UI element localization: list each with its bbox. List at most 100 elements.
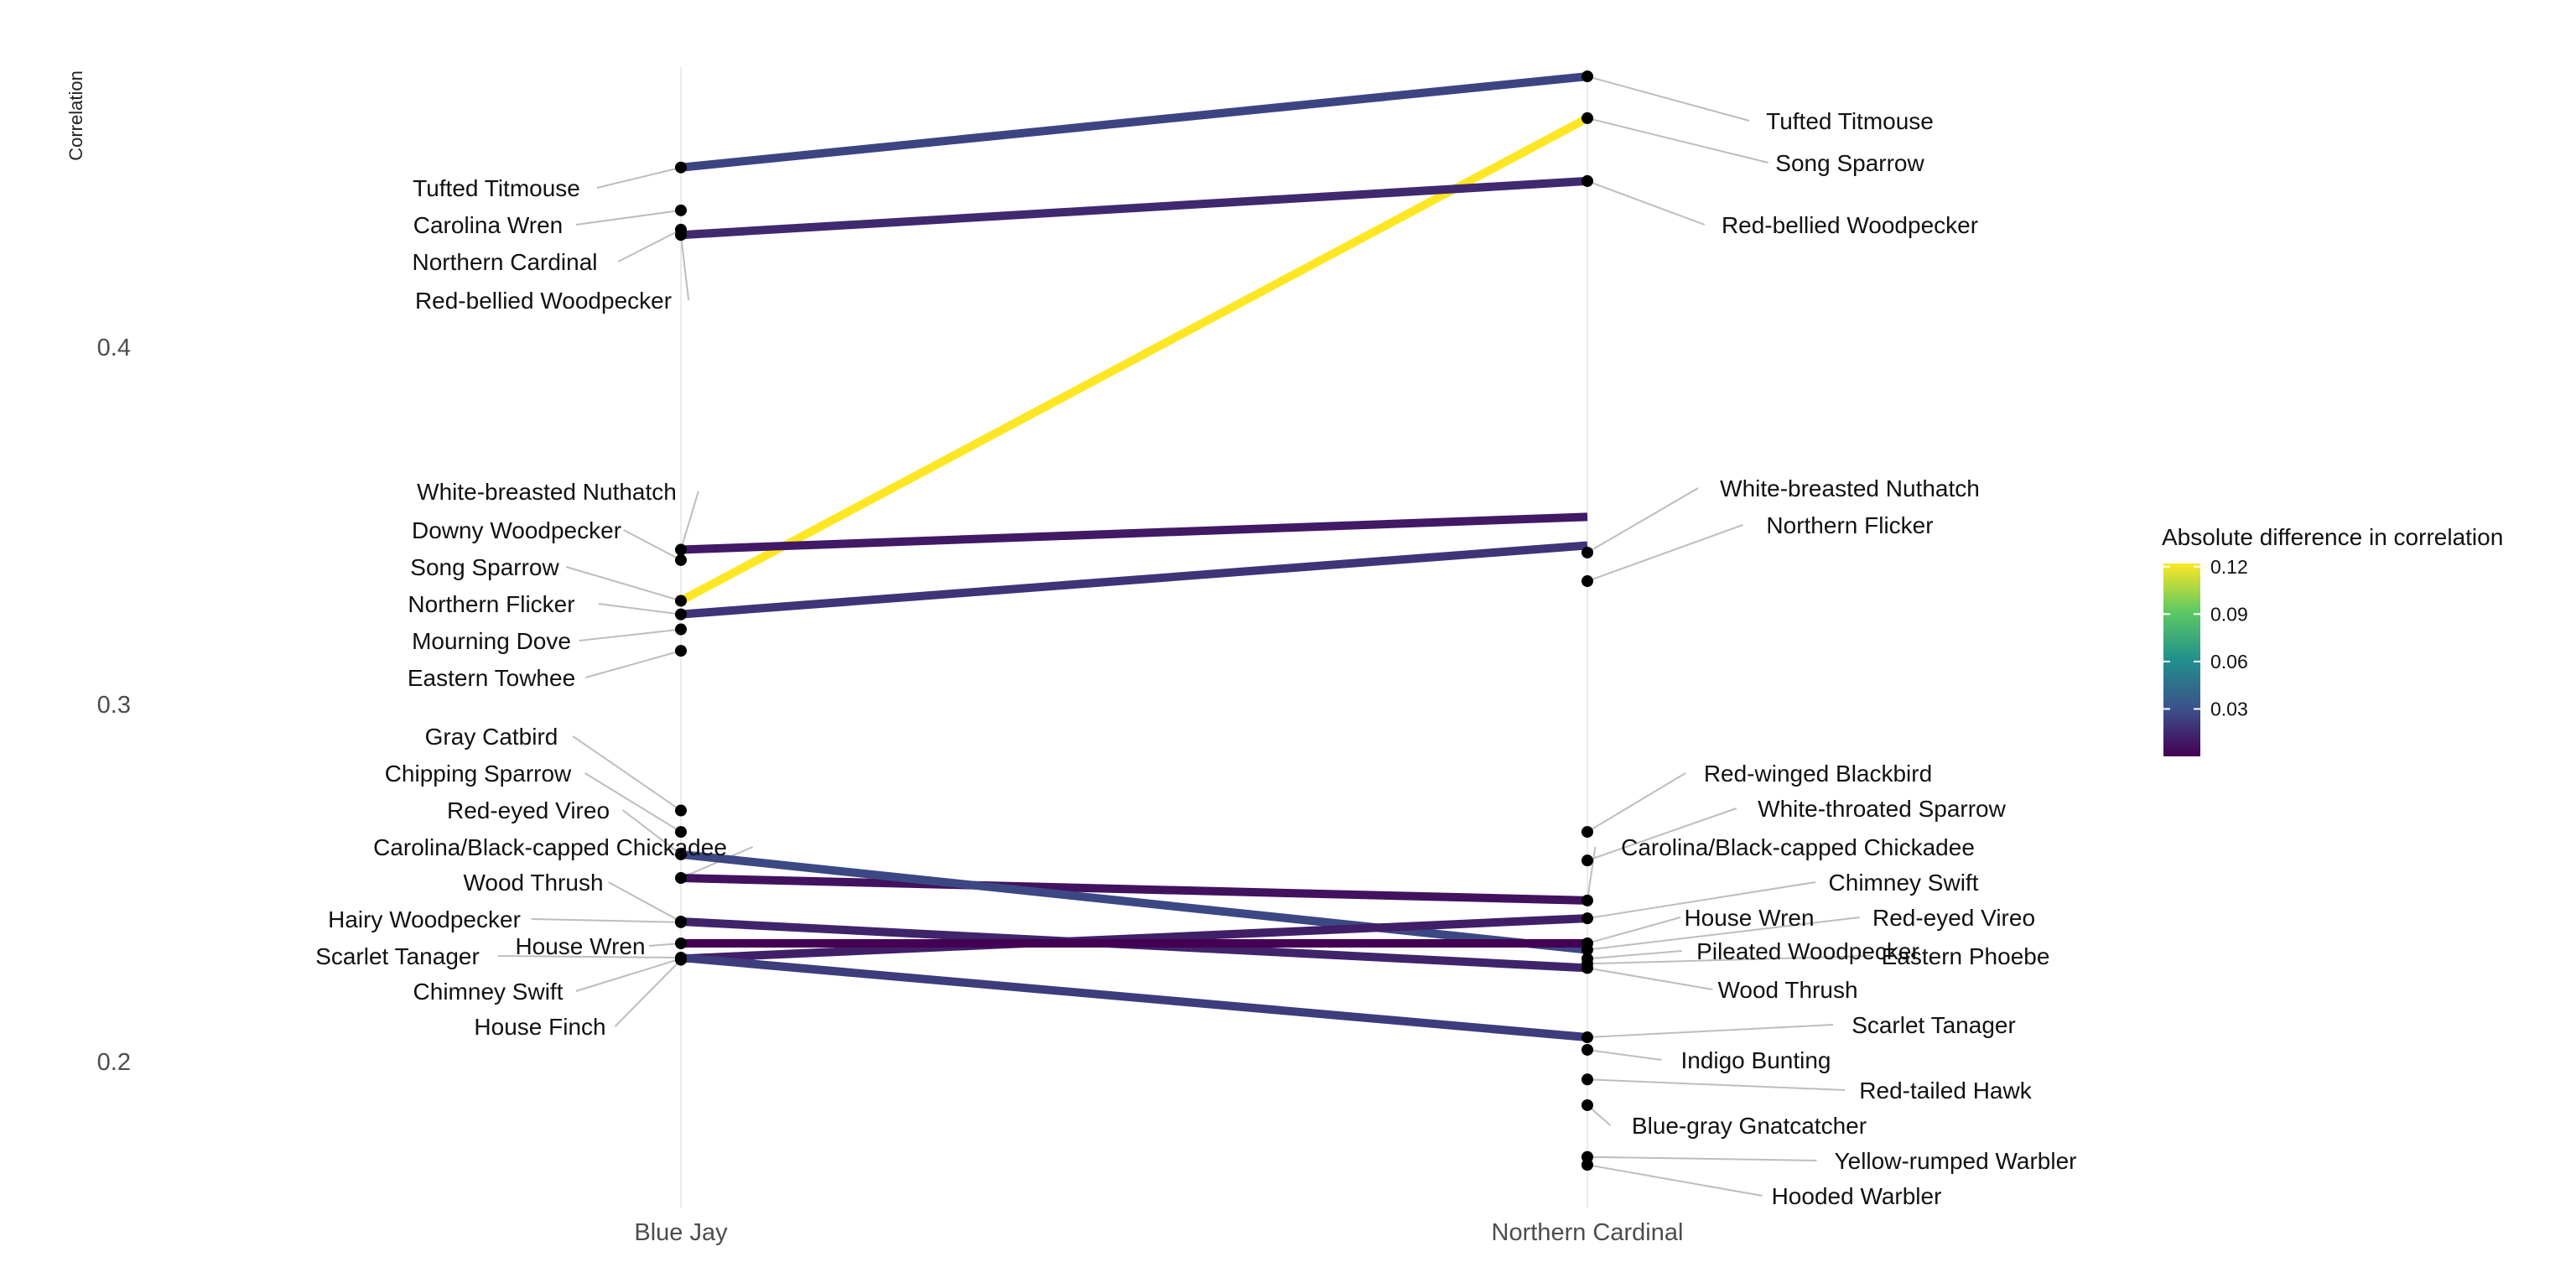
colorbar-legend: Absolute difference in correlation 0.03 0.… — [2162, 524, 2503, 756]
leader-line-left-gray-catbird — [572, 735, 682, 812]
slope-line-scarlet-tanager — [680, 953, 1588, 1042]
point-northern-cardinal-red-bellied-woodpecker — [1581, 174, 1593, 187]
colorbar-tick-label: 0.06 — [2210, 651, 2248, 673]
point-blue-jay-song-sparrow — [675, 595, 687, 607]
leader-line-left-chimney-swift — [575, 958, 682, 992]
leader-line-left-red-bellied-woodpecker — [680, 235, 690, 301]
label-right-wood-thrush: Wood Thrush — [1717, 977, 1857, 1003]
leader-line-right-indigo-bunting — [1587, 1048, 1662, 1061]
leader-line-left-chipping-sparrow — [584, 772, 682, 833]
point-blue-jay-carolina-black-capped-chickadee — [675, 872, 687, 885]
label-left-chipping-sparrow: Chipping Sparrow — [385, 761, 572, 787]
leader-line-left-northern-cardinal — [617, 228, 682, 262]
slope-line-carolina-black-capped-chickadee — [680, 874, 1588, 905]
label-left-eastern-towhee: Eastern Towhee — [408, 665, 575, 691]
slope-line-red-bellied-woodpecker — [680, 176, 1588, 240]
point-blue-jay-eastern-towhee — [675, 645, 687, 657]
point-blue-jay-tufted-titmouse — [675, 161, 687, 174]
leader-line-right-red-winged-blackbird — [1587, 772, 1686, 833]
slope-line-white-breasted-nuthatch — [680, 512, 1588, 554]
label-left-downy-woodpecker: Downy Woodpecker — [412, 517, 621, 543]
point-northern-cardinal-red-eyed-vireo — [1581, 943, 1593, 956]
label-left-mourning-dove: Mourning Dove — [412, 628, 571, 654]
point-northern-cardinal-northern-flicker — [1581, 575, 1593, 588]
point-northern-cardinal-hooded-warbler — [1581, 1159, 1593, 1171]
slope-line-red-eyed-vireo — [680, 849, 1588, 954]
leader-line-left-downy-woodpecker — [623, 529, 682, 561]
y-tick-label: 0.3 — [97, 692, 131, 719]
leader-line-left-hairy-woodpecker — [531, 918, 682, 923]
label-right-scarlet-tanager: Scarlet Tanager — [1852, 1012, 2016, 1038]
label-right-song-sparrow: Song Sparrow — [1775, 150, 1924, 176]
leader-line-left-house-finch — [614, 958, 682, 1027]
leader-line-left-mourning-dove — [579, 628, 682, 641]
leader-line-right-white-breasted-nuthatch — [1587, 487, 1699, 553]
point-northern-cardinal-scarlet-tanager — [1581, 1031, 1593, 1044]
point-blue-jay-house-wren — [675, 937, 687, 949]
leader-line-right-eastern-phoebe — [1587, 955, 1872, 965]
label-left-white-breasted-nuthatch: White-breasted Nuthatch — [417, 479, 677, 505]
label-right-tufted-titmouse: Tufted Titmouse — [1766, 108, 1934, 134]
x-axis: Blue Jay Northern Cardinal — [634, 1219, 1683, 1246]
point-northern-cardinal-carolina-black-capped-chickadee — [1581, 894, 1593, 906]
leader-line-right-song-sparrow — [1587, 117, 1769, 164]
label-left-carolina-wren: Carolina Wren — [413, 212, 563, 238]
slope-line-song-sparrow — [678, 114, 1590, 605]
point-blue-jay-gray-catbird — [675, 804, 687, 817]
label-left-hairy-woodpecker: Hairy Woodpecker — [328, 906, 521, 932]
slope-line-northern-flicker — [680, 541, 1588, 619]
label-right-red-winged-blackbird: Red-winged Blackbird — [1704, 761, 1932, 787]
point-blue-jay-hairy-woodpecker — [675, 916, 687, 928]
leader-line-right-red-tailed-hawk — [1587, 1078, 1846, 1091]
y-tick-label: 0.2 — [97, 1049, 131, 1076]
leader-line-right-red-bellied-woodpecker — [1587, 179, 1706, 226]
colorbar-tick-label: 0.03 — [2210, 698, 2248, 719]
label-right-red-eyed-vireo: Red-eyed Vireo — [1872, 905, 2035, 931]
label-right-house-wren: House Wren — [1684, 905, 1814, 931]
point-northern-cardinal-song-sparrow — [1581, 112, 1593, 124]
label-left-red-bellied-woodpecker: Red-bellied Woodpecker — [415, 288, 672, 314]
point-blue-jay-house-finch — [675, 953, 687, 966]
leader-line-right-hooded-warbler — [1587, 1164, 1763, 1197]
label-right-indigo-bunting: Indigo Bunting — [1680, 1047, 1831, 1073]
label-left-scarlet-tanager: Scarlet Tanager — [315, 943, 480, 969]
leader-line-left-tufted-titmouse — [596, 166, 682, 189]
slope-line-chimney-swift — [680, 914, 1588, 963]
leader-line-right-scarlet-tanager — [1587, 1024, 1834, 1039]
point-northern-cardinal-tufted-titmouse — [1581, 70, 1593, 83]
y-axis-title: Correlation — [65, 70, 86, 161]
leader-line-left-red-eyed-vireo — [621, 809, 682, 855]
point-blue-jay-red-eyed-vireo — [675, 848, 687, 860]
label-left-red-eyed-vireo: Red-eyed Vireo — [447, 797, 610, 823]
label-right-chimney-swift: Chimney Swift — [1829, 870, 1979, 896]
label-leader-lines — [497, 75, 1872, 1197]
point-northern-cardinal-indigo-bunting — [1581, 1043, 1593, 1056]
leader-line-right-yellow-rumped-warbler — [1587, 1156, 1817, 1161]
label-right-carolina-black-capped-chickadee: Carolina/Black-capped Chickadee — [1621, 834, 1975, 860]
label-left-wood-thrush: Wood Thrush — [463, 870, 603, 896]
label-left-chimney-swift: Chimney Swift — [413, 979, 564, 1005]
point-northern-cardinal-blue-gray-gnatcatcher — [1581, 1098, 1593, 1111]
label-left-carolina-black-capped-chickadee: Carolina/Black-capped Chickadee — [373, 834, 727, 860]
data-points — [675, 70, 1593, 1171]
x-tick-label-northern-cardinal: Northern Cardinal — [1492, 1219, 1684, 1246]
point-northern-cardinal-wood-thrush — [1581, 962, 1593, 974]
leader-line-right-chimney-swift — [1587, 881, 1816, 920]
point-northern-cardinal-white-breasted-nuthatch — [1581, 546, 1593, 558]
colorbar-tick-label: 0.09 — [2210, 603, 2248, 625]
label-right-red-tailed-hawk: Red-tailed Hawk — [1859, 1078, 2032, 1104]
leader-line-left-song-sparrow — [565, 566, 682, 602]
label-left-northern-cardinal: Northern Cardinal — [413, 249, 598, 275]
leader-line-right-northern-flicker — [1587, 524, 1743, 582]
label-left-house-wren: House Wren — [515, 933, 645, 959]
leader-line-left-carolina-wren — [575, 209, 682, 226]
legend-title: Absolute difference in correlation — [2162, 524, 2503, 550]
label-left-song-sparrow: Song Sparrow — [410, 554, 559, 580]
y-tick-label: 0.4 — [97, 335, 131, 361]
y-axis: Correlation 0.2 0.3 0.4 — [65, 70, 131, 1076]
leader-line-left-scarlet-tanager — [497, 955, 682, 959]
leader-line-left-northern-flicker — [598, 603, 682, 615]
leader-line-right-tufted-titmouse — [1587, 75, 1750, 122]
leader-line-right-carolina-black-capped-chickadee — [1587, 846, 1597, 901]
point-blue-jay-red-bellied-woodpecker — [675, 229, 687, 242]
